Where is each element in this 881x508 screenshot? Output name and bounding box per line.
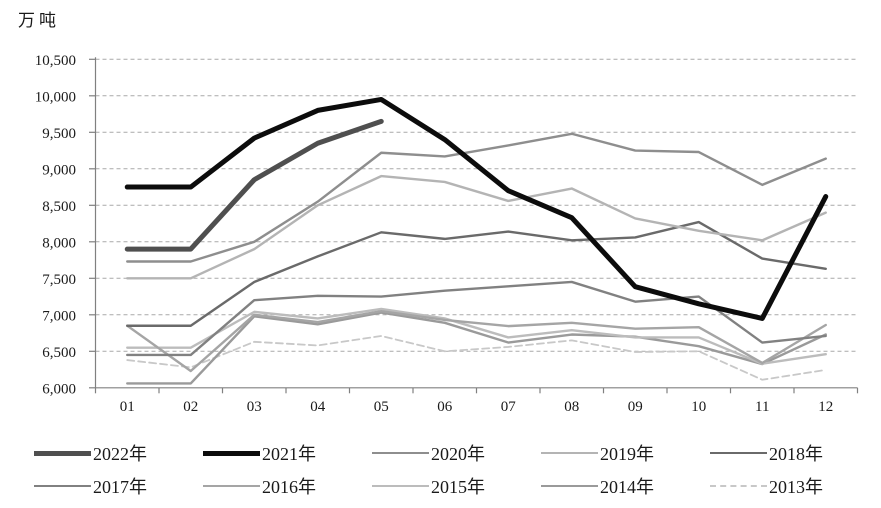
legend-label: 2016年 [262, 477, 316, 497]
series-line-2014 [126, 311, 827, 385]
y-tick-label: 7,000 [42, 308, 76, 324]
y-tick-label: 6,000 [42, 381, 76, 397]
x-tick-label: 02 [183, 399, 198, 415]
legend-label: 2020年 [431, 444, 485, 464]
legend-item-2015: 2015年 [372, 471, 541, 501]
axes [89, 57, 859, 394]
legend-label: 2015年 [431, 477, 485, 497]
legend-swatch-2018 [710, 452, 767, 454]
series-line-2021 [124, 96, 829, 321]
legend-swatch-2022 [34, 450, 91, 456]
gridlines [95, 58, 858, 352]
y-tick-label: 10,500 [35, 53, 76, 69]
y-tick-label: 7,500 [42, 272, 76, 288]
y-axis-unit-label: 万吨 [18, 11, 60, 30]
x-tick-label: 11 [755, 399, 769, 415]
legend: 2022年 2021年 2020年 2019年 2018年 2017年 2016年 2015年… [34, 438, 879, 501]
legend-swatch-2021 [203, 450, 260, 456]
x-tick-label: 03 [247, 399, 262, 415]
legend-label: 2019年 [600, 444, 654, 464]
legend-item-2019: 2019年 [541, 438, 710, 468]
y-tick-label: 6,500 [42, 345, 76, 361]
legend-label: 2014年 [600, 477, 654, 497]
x-tick-label: 09 [628, 399, 643, 415]
series-line-2020 [126, 132, 827, 263]
x-tick-label: 04 [310, 399, 326, 415]
legend-label: 2022年 [93, 444, 147, 464]
x-tick-label: 10 [691, 399, 706, 415]
x-tick-label: 06 [437, 399, 453, 415]
x-tick-label: 01 [120, 399, 135, 415]
y-tick-label: 8,500 [42, 199, 76, 215]
legend-swatch-2013 [710, 485, 767, 487]
legend-item-2014: 2014年 [541, 471, 710, 501]
series-line-2015 [126, 307, 827, 365]
series-line-2013 [126, 335, 827, 381]
series-line-2018 [126, 220, 827, 327]
legend-swatch-2015 [372, 485, 429, 487]
series-line-2022 [124, 118, 384, 252]
x-tick-label: 05 [374, 399, 389, 415]
x-tick-label: 08 [564, 399, 579, 415]
legend-item-2020: 2020年 [372, 438, 541, 468]
series-lines [124, 96, 829, 385]
series-line-2016 [126, 309, 827, 373]
y-tick-label: 8,000 [42, 235, 76, 251]
legend-item-2017: 2017年 [34, 471, 203, 501]
legend-item-2018: 2018年 [710, 438, 879, 468]
series-line-2019 [126, 174, 827, 280]
legend-label: 2021年 [262, 444, 316, 464]
legend-label: 2018年 [769, 444, 823, 464]
legend-item-2016: 2016年 [203, 471, 372, 501]
legend-label: 2013年 [769, 477, 823, 497]
x-tick-label: 07 [501, 399, 517, 415]
y-tick-label: 9,500 [42, 126, 76, 142]
axis-tick-labels: 10,500 10,000 9,500 9,000 8,500 8,000 7,500 7,0… [35, 53, 834, 415]
legend-swatch-2020 [372, 452, 429, 454]
legend-swatch-2014 [541, 485, 598, 487]
legend-item-2013: 2013年 [710, 471, 879, 501]
legend-item-2022: 2022年 [34, 438, 203, 468]
series-line-2017 [126, 280, 827, 357]
y-tick-label: 10,000 [35, 89, 76, 105]
plot-area: 万吨 10,500 10,000 9,500 9,000 8,500 8,000 7,500… [18, 11, 859, 415]
x-tick-label: 12 [818, 399, 833, 415]
legend-item-2021: 2021年 [203, 438, 372, 468]
legend-swatch-2017 [34, 485, 91, 487]
y-tick-label: 9,000 [42, 162, 76, 178]
legend-label: 2017年 [93, 477, 147, 497]
legend-swatch-2019 [541, 452, 598, 454]
legend-swatch-2016 [203, 485, 260, 487]
